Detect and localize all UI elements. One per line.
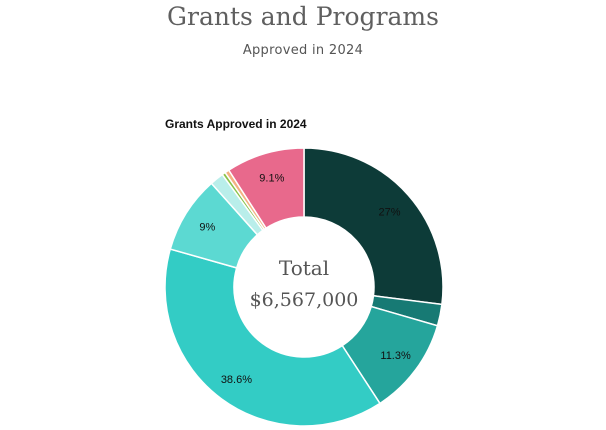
slice-percent-label: 11.3% [380, 350, 411, 362]
page-title: Grants and Programs [167, 2, 439, 31]
slice-percent-label: 27% [378, 207, 400, 219]
donut-slice [303, 147, 444, 306]
center-total-value: $6,567,000 [250, 289, 359, 311]
donut-slice [227, 147, 305, 230]
slice-percent-label: 9% [199, 222, 215, 234]
donut-slices [164, 147, 444, 427]
slice-percent-label: 38.6% [221, 374, 252, 386]
donut-slice [164, 248, 381, 427]
chart-title: Grants Approved in 2024 [165, 117, 307, 131]
center-total-label: Total [279, 256, 329, 280]
slice-labels: 27% 11.3% 38.6% 9% 9.1% [199, 173, 411, 386]
page-subtitle: Approved in 2024 [242, 43, 364, 58]
slice-percent-label: 9.1% [259, 173, 284, 185]
